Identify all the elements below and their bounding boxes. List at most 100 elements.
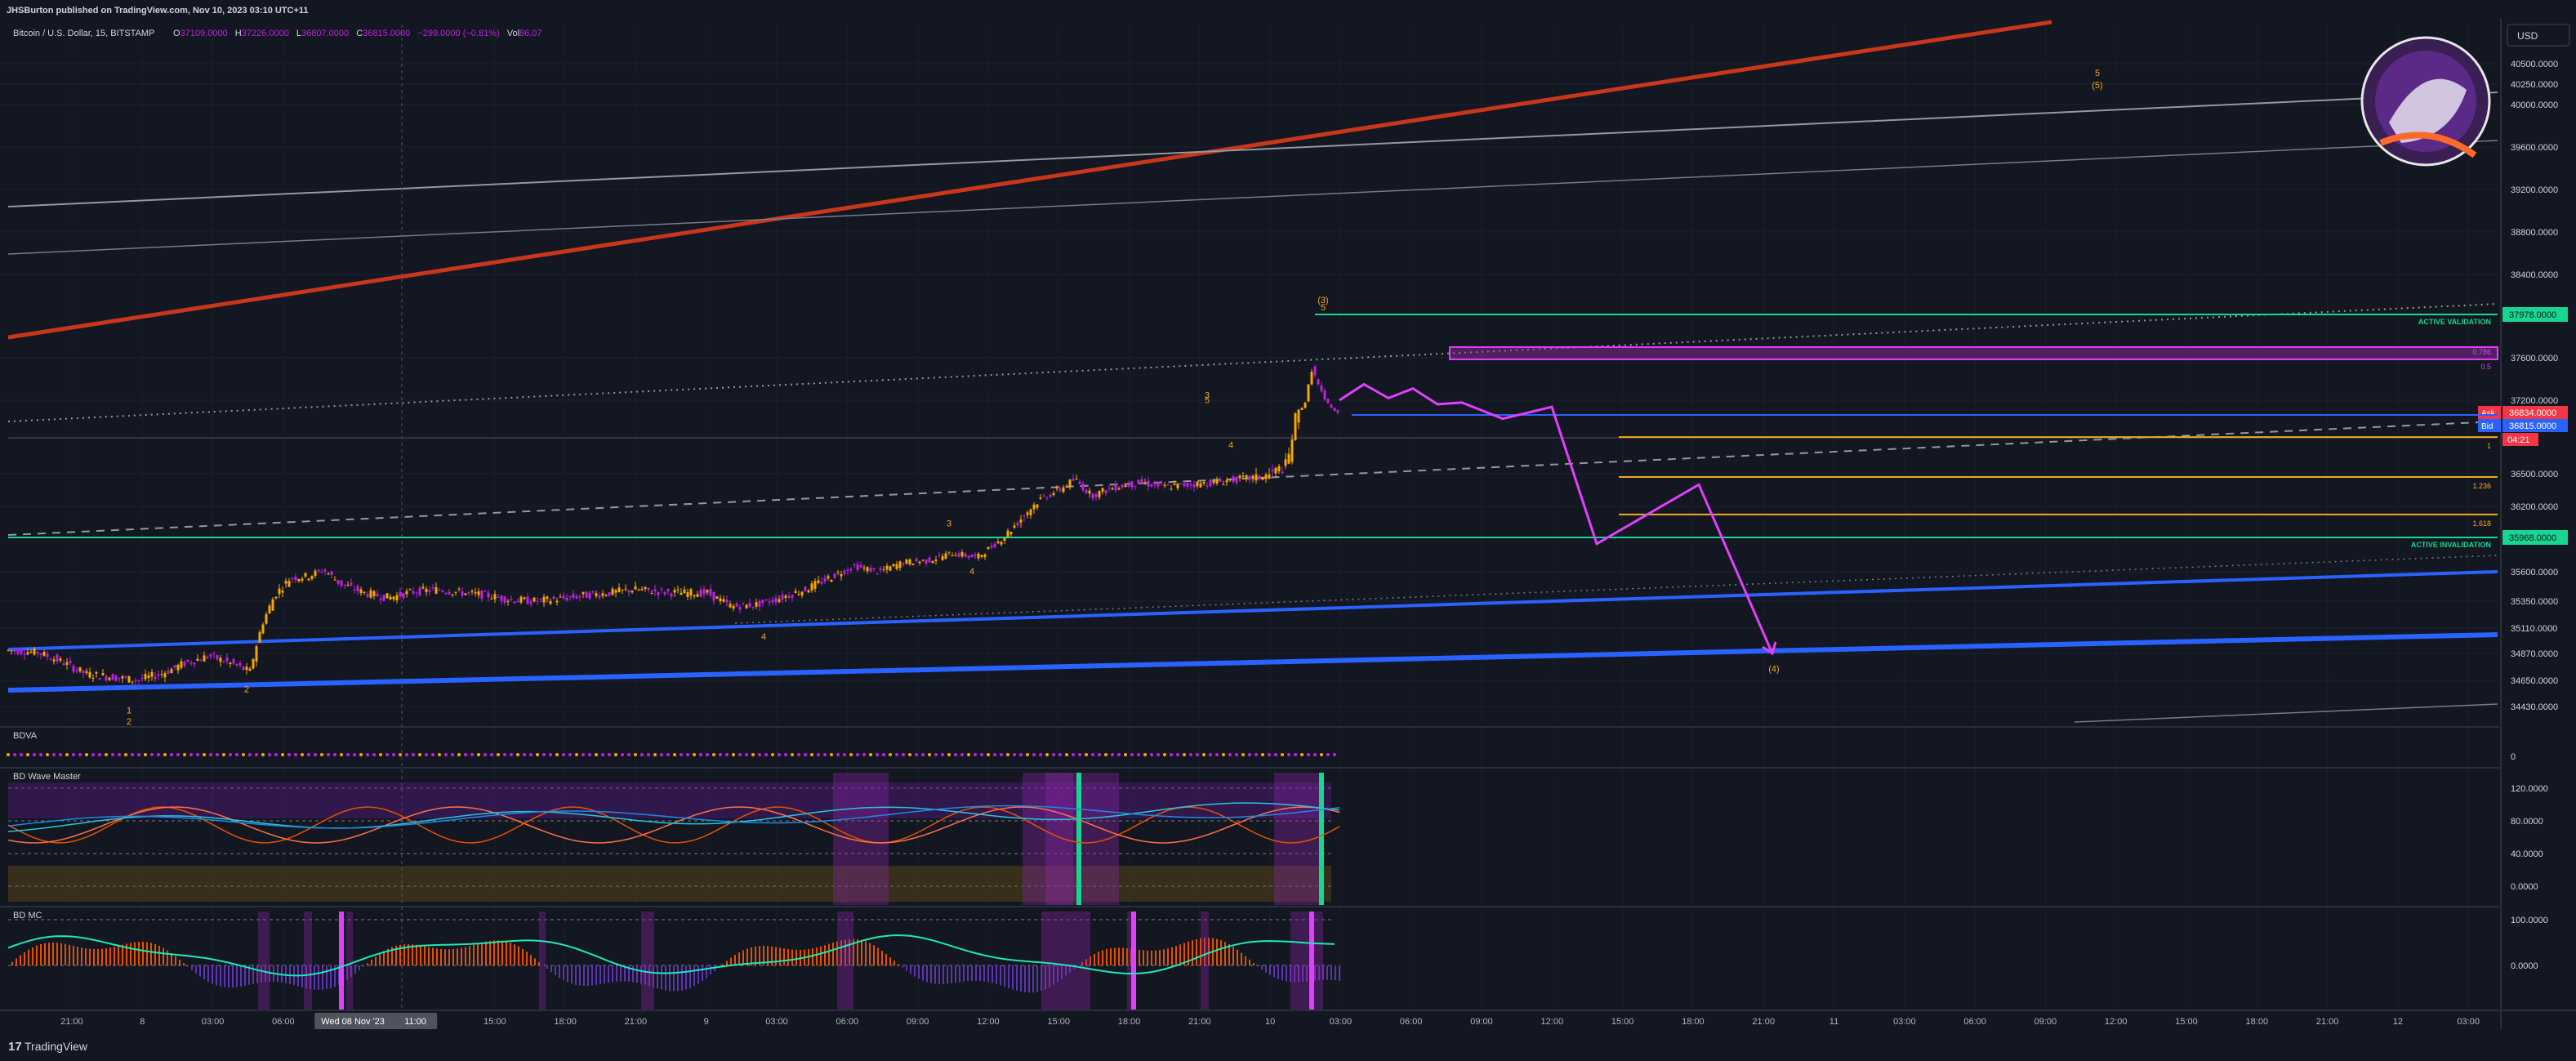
candle-body (617, 587, 621, 592)
bdva-dot (1111, 753, 1114, 756)
candle-body (866, 567, 869, 572)
candle-body (859, 564, 862, 568)
candle-body (876, 573, 879, 575)
candle-body (1219, 479, 1222, 482)
bdva-dot (1320, 753, 1323, 756)
indicator-level-0-0: 0 (2511, 752, 2516, 762)
candle-body (225, 657, 229, 662)
bdva-dot (399, 753, 402, 756)
bdva-dot (536, 753, 539, 756)
level-label-2: 0.5 (2480, 363, 2491, 371)
candle-body (1042, 495, 1045, 497)
candle-body (823, 577, 827, 582)
countdown-bg (2502, 433, 2538, 446)
bdva-dot (771, 753, 774, 756)
indicator-level-2-1: 0.0000 (2511, 961, 2538, 971)
candle-body (59, 658, 62, 661)
currency-button[interactable] (2507, 24, 2570, 47)
candle-body (1277, 466, 1281, 472)
candle-body (75, 670, 78, 671)
time-tick-2: 03:00 (202, 1017, 225, 1027)
indicator-level-1-1: 80.0000 (2511, 817, 2543, 827)
price-tick-15: 34650.0000 (2511, 676, 2558, 686)
candle-body (252, 658, 255, 669)
bdva-dot (1215, 753, 1219, 756)
candle-body (65, 662, 69, 665)
mc-highlight (1041, 912, 1090, 1010)
candle-body (333, 579, 336, 581)
bdva-dot (510, 753, 513, 756)
candle-body (284, 581, 287, 584)
bdva-dot (1000, 753, 1003, 756)
candle-body (885, 565, 889, 570)
bdva-dot (908, 753, 911, 756)
candle-body (624, 588, 627, 590)
bdva-dot (444, 753, 448, 756)
bdva-dot (974, 753, 977, 756)
time-tick-27: 06:00 (1963, 1017, 1986, 1027)
bdva-dot (242, 753, 245, 756)
bdva-dot (1157, 753, 1160, 756)
bdva-dot (1228, 753, 1232, 756)
candle-body (144, 674, 147, 680)
candle-body (369, 590, 372, 598)
candle-body (725, 600, 729, 603)
bdva-dot (1143, 753, 1147, 756)
time-tick-30: 15:00 (2175, 1017, 2198, 1027)
bdva-dot (791, 753, 794, 756)
bdva-dot (294, 753, 297, 756)
candle-body (82, 670, 85, 674)
horizontal-levels: ACTIVE VALIDATION 37978.0000 0.786 0.5 Ask 36… (8, 307, 2568, 549)
bdva-dot (359, 753, 363, 756)
candle-body (631, 591, 634, 593)
candle-body (1032, 504, 1036, 510)
bdva-dot (118, 753, 121, 756)
candle-body (608, 592, 611, 596)
bdva-dot (784, 753, 787, 756)
candle-body (1264, 475, 1268, 479)
bdva-dot (1313, 753, 1317, 756)
projection-arrowhead (1762, 641, 1777, 656)
price-tick-3: 39600.0000 (2511, 143, 2558, 153)
mc-highlight (641, 912, 654, 1010)
candle-body (477, 591, 480, 595)
candle-body (516, 600, 519, 603)
candle-body (418, 587, 421, 595)
bdva-dot (1235, 753, 1238, 756)
candle-body (1052, 493, 1055, 496)
time-tick-14: 15:00 (1047, 1017, 1070, 1027)
time-axis[interactable]: 21:00 8 03:00 06:00 Wed 08 Nov '23 11:00 15:00… (60, 1013, 2480, 1029)
candle-body (676, 589, 680, 591)
candle-body (627, 590, 631, 593)
candle-body (598, 595, 601, 598)
candle-body (278, 588, 281, 595)
level-label-1: 0.786 (2472, 348, 2491, 356)
candle-body (559, 596, 562, 598)
bdva-dot (1241, 753, 1245, 756)
tradingview-logo[interactable]: 17 TradingView (8, 1040, 88, 1054)
candle-body (611, 588, 614, 595)
bdva-dot (562, 753, 565, 756)
wave-label-13: 4 (761, 632, 766, 642)
candle-body (258, 631, 261, 643)
candle-body (118, 677, 121, 679)
candle-body (1297, 409, 1300, 423)
dotted-trendline-lower (734, 555, 2498, 624)
candle-body (16, 649, 20, 655)
time-tick-33: 12 (2393, 1017, 2403, 1027)
bdva-dot (980, 753, 983, 756)
candle-body (778, 599, 781, 603)
bdva-dot (1124, 753, 1127, 756)
bdva-dot (248, 753, 252, 756)
candle-body (1114, 484, 1117, 491)
bdva-dot (477, 753, 480, 756)
bdva-dot (582, 753, 585, 756)
candle-body (519, 596, 523, 603)
price-axis[interactable]: 40500.0000 40250.0000 40000.0000 39600.0000… (2511, 60, 2558, 712)
bdva-dot (647, 753, 650, 756)
bdva-dot (353, 753, 356, 756)
candle-body (529, 601, 533, 604)
indicator-level-1-3: 0.0000 (2511, 882, 2538, 892)
candle-body (405, 591, 408, 595)
